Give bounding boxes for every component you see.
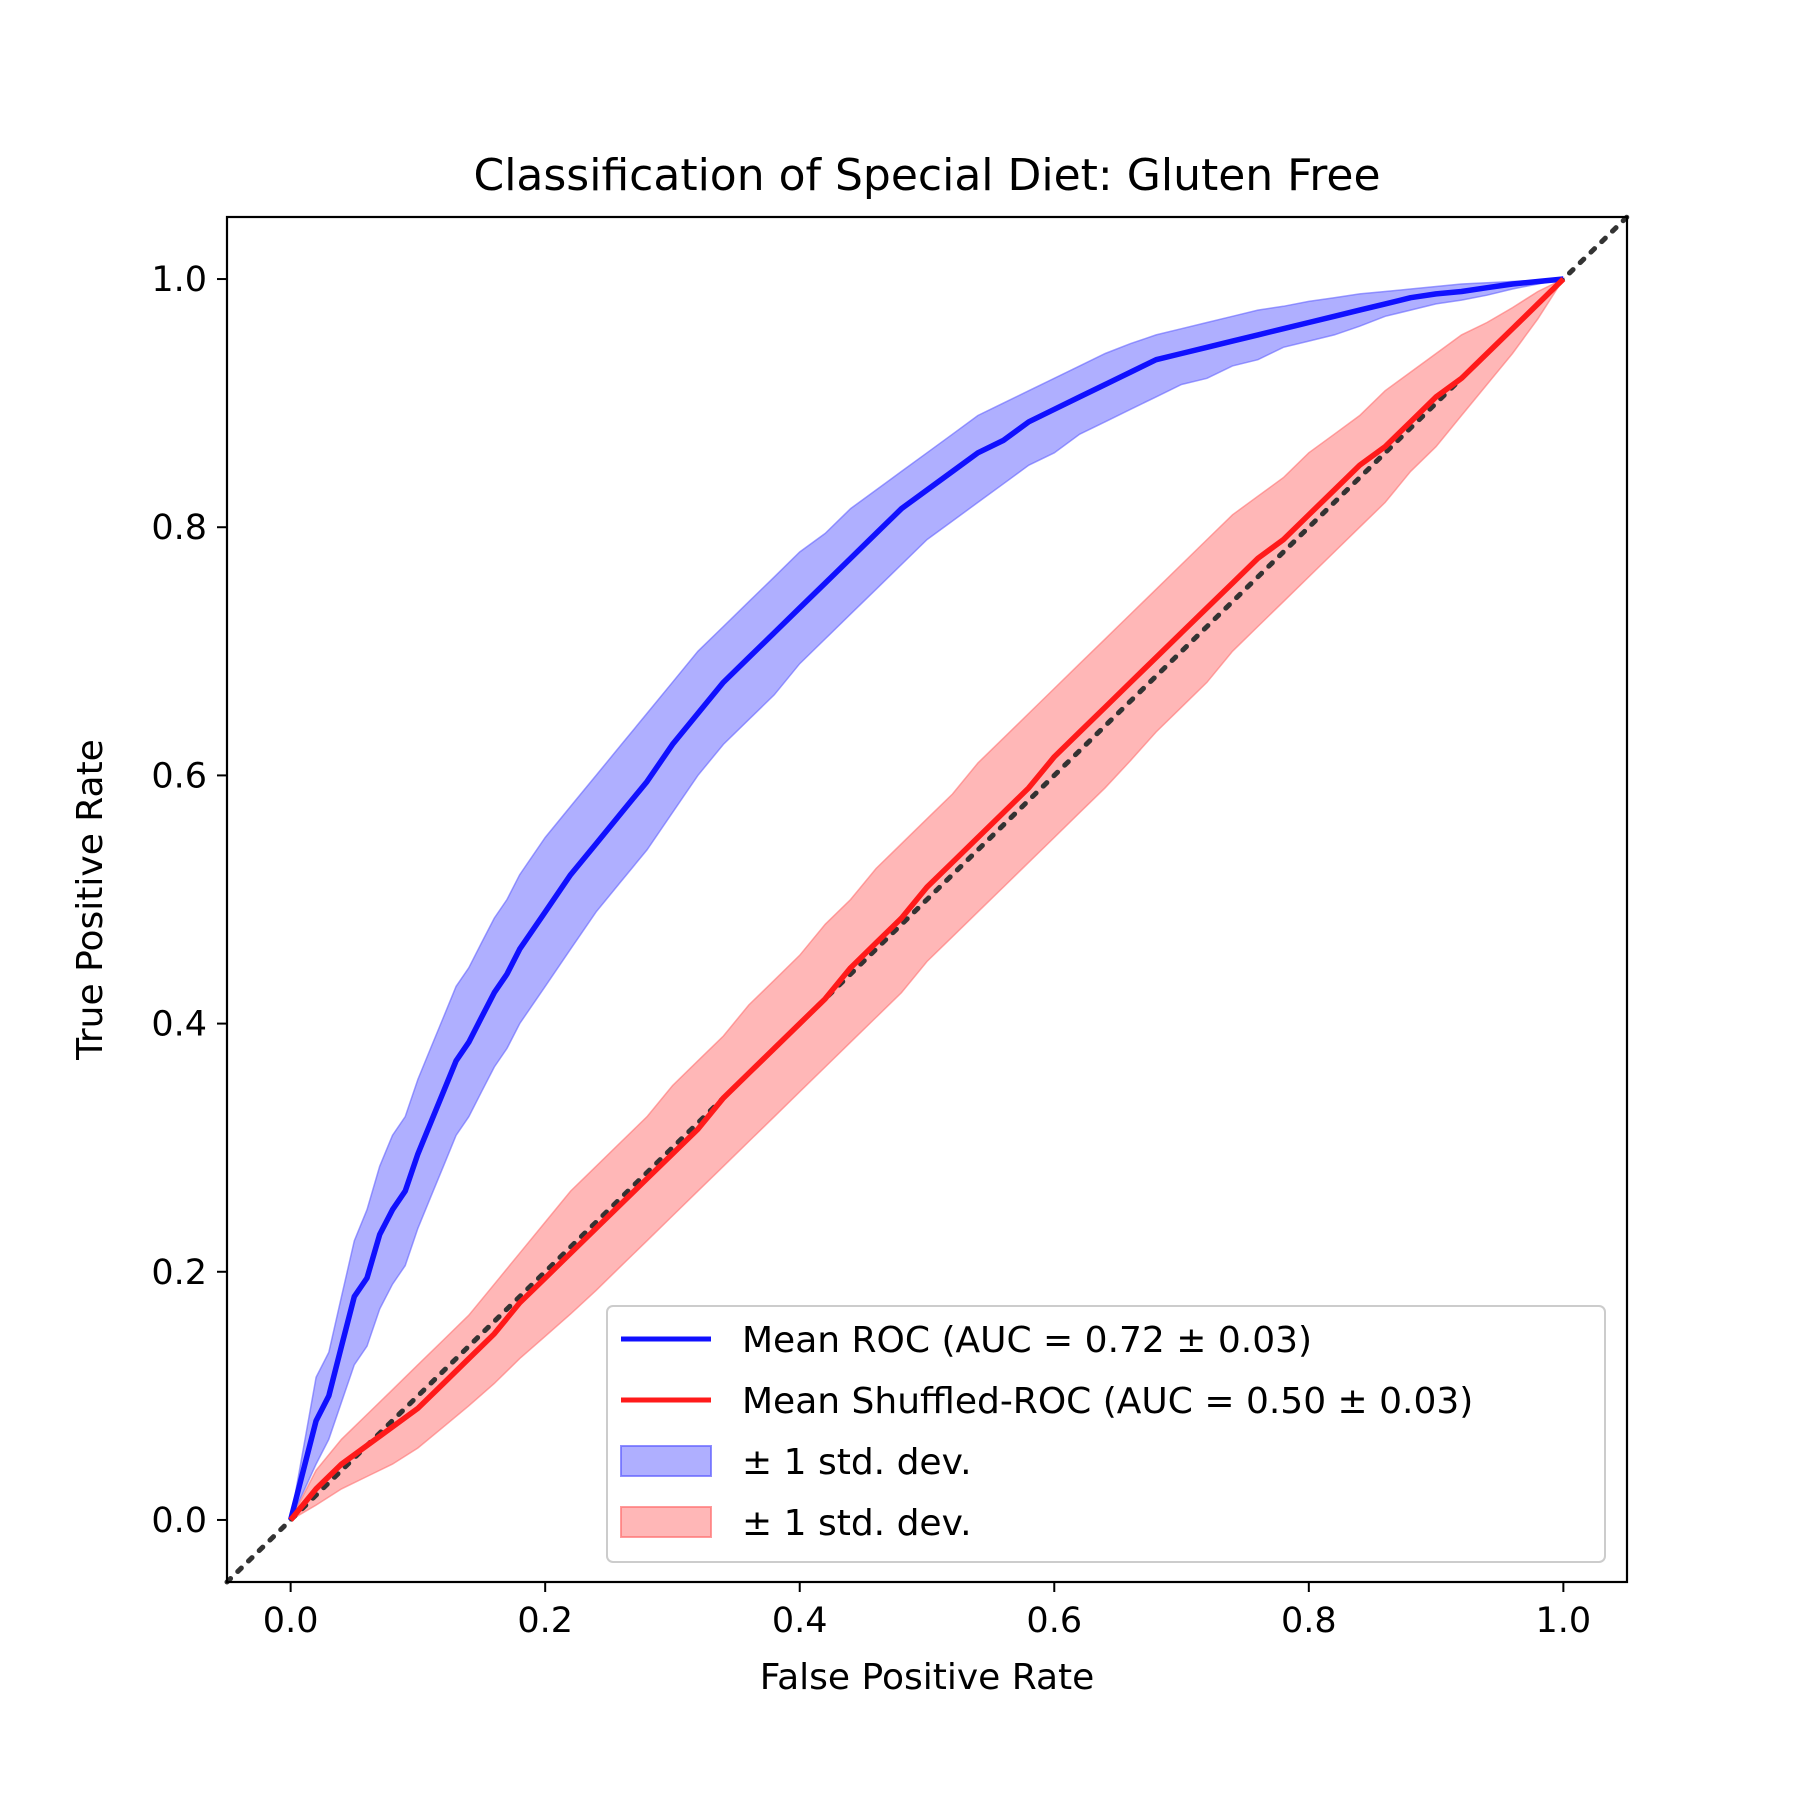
x-tick-label: 0.2 bbox=[517, 1601, 573, 1641]
chart-title: Classification of Special Diet: Gluten F… bbox=[473, 150, 1380, 201]
y-axis: 0.0 0.2 0.4 0.6 0.8 1.0 bbox=[151, 260, 227, 1541]
legend-swatch-band-red bbox=[620, 1506, 712, 1538]
x-tick-label: 0.6 bbox=[1026, 1601, 1082, 1641]
legend-label-band-red: ± 1 std. dev. bbox=[742, 1503, 972, 1544]
y-axis-label: True Positive Rate bbox=[70, 739, 111, 1061]
x-tick-label: 0.0 bbox=[263, 1601, 319, 1641]
x-axis: 0.0 0.2 0.4 0.6 0.8 1.0 bbox=[263, 1582, 1591, 1641]
x-tick-label: 0.8 bbox=[1281, 1601, 1337, 1641]
y-tick-label: 1.0 bbox=[151, 260, 207, 300]
series-line-0 bbox=[287, 276, 1564, 1521]
legend: Mean ROC (AUC = 0.72 ± 0.03) Mean Shuffl… bbox=[606, 1305, 1606, 1563]
x-tick-label: 1.0 bbox=[1536, 1601, 1592, 1641]
series-line-1 bbox=[288, 277, 1566, 1522]
legend-label-mean-roc: Mean ROC (AUC = 0.72 ± 0.03) bbox=[742, 1320, 1312, 1361]
y-tick-label: 0.2 bbox=[151, 1253, 207, 1293]
y-tick-label: 0.0 bbox=[151, 1501, 207, 1541]
y-tick-label: 0.6 bbox=[151, 756, 207, 796]
legend-swatch-band-blue bbox=[620, 1445, 712, 1477]
legend-label-shuffled-roc: Mean Shuffled-ROC (AUC = 0.50 ± 0.03) bbox=[742, 1381, 1473, 1422]
series-lines bbox=[224, 214, 1630, 1585]
y-tick-label: 0.8 bbox=[151, 508, 207, 548]
plot-frame bbox=[225, 215, 1629, 1584]
x-tick-label: 0.4 bbox=[772, 1601, 828, 1641]
legend-label-band-blue: ± 1 std. dev. bbox=[742, 1442, 972, 1483]
y-tick-label: 0.4 bbox=[151, 1005, 207, 1045]
x-axis-label: False Positive Rate bbox=[760, 1657, 1095, 1698]
legend-box bbox=[606, 1305, 1606, 1563]
chance-diagonal bbox=[224, 214, 1630, 1585]
